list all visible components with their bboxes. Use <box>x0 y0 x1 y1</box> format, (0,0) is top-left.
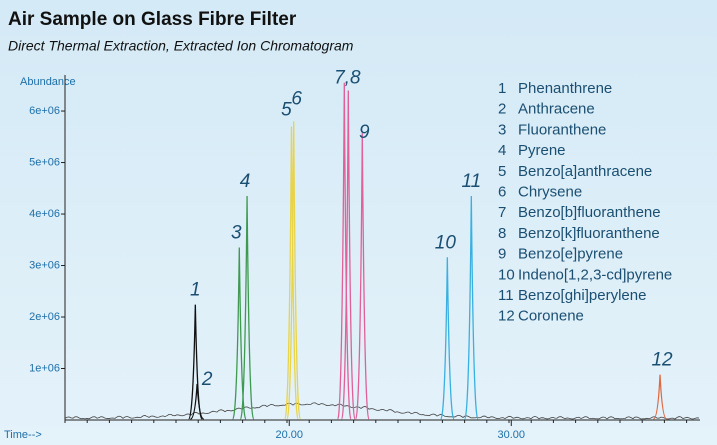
legend-number: 12 <box>498 308 515 325</box>
legend-number: 1 <box>498 80 506 97</box>
peak <box>341 90 356 420</box>
peak <box>239 196 255 420</box>
legend-name: Benzo[a]anthracene <box>518 163 652 180</box>
peak-label: 9 <box>359 122 370 143</box>
y-tick-label: 3e+06 <box>29 259 60 271</box>
peak <box>286 121 301 420</box>
legend-name: Phenanthrene <box>518 80 612 97</box>
legend-number: 3 <box>498 121 506 138</box>
peak <box>284 126 299 420</box>
legend-number: 6 <box>498 183 506 200</box>
x-axis-label: Time--> <box>4 429 42 441</box>
chart-title: Air Sample on Glass Fibre Filter <box>8 9 297 30</box>
legend-number: 7 <box>498 204 506 221</box>
peak-label: 4 <box>240 171 251 192</box>
peak <box>337 82 352 420</box>
legend-number: 11 <box>498 287 514 304</box>
legend-name: Benzo[k]fluoranthene <box>518 225 660 242</box>
peak <box>464 196 479 420</box>
legend-name: Benzo[ghi]perylene <box>518 287 646 304</box>
peak-label: 3 <box>231 223 242 244</box>
legend-name: Anthracene <box>518 101 595 118</box>
legend-number: 8 <box>498 225 506 242</box>
y-tick-label: 2e+06 <box>29 311 60 323</box>
legend-name: Chrysene <box>518 183 582 200</box>
legend-number: 5 <box>498 163 506 180</box>
legend-name: Fluoranthene <box>518 121 606 138</box>
legend-number: 10 <box>498 266 515 283</box>
y-tick-label: 1e+06 <box>29 362 60 374</box>
peak-label: 11 <box>461 171 481 192</box>
legend-name: Benzo[e]pyrene <box>518 246 623 263</box>
chart-subtitle: Direct Thermal Extraction, Extracted Ion… <box>8 38 354 54</box>
peak <box>232 247 247 420</box>
legend-name: Pyrene <box>518 142 566 159</box>
peak-label: 5 <box>281 100 292 121</box>
baseline-noise <box>64 402 700 420</box>
peak-label: 2 <box>201 369 213 390</box>
peak-label: 1 <box>190 280 201 301</box>
peak-label: 7,8 <box>334 68 361 89</box>
y-tick-label: 6e+06 <box>29 105 60 117</box>
legend-number: 4 <box>498 142 506 159</box>
x-tick-label: 30.00 <box>498 429 526 441</box>
y-tick-label: 5e+06 <box>29 156 60 168</box>
legend-name: Benzo[b]fluoranthene <box>518 204 661 221</box>
legend-number: 9 <box>498 246 506 263</box>
y-tick-label: 4e+06 <box>29 208 60 220</box>
peak-label: 10 <box>435 232 457 253</box>
peak <box>355 133 370 420</box>
legend-name: Coronene <box>518 308 584 325</box>
legend-number: 2 <box>498 101 506 118</box>
peak <box>440 257 455 420</box>
peak-label: 6 <box>291 88 302 109</box>
y-axis-label: Abundance <box>20 76 76 88</box>
legend-name: Indeno[1,2,3-cd]pyrene <box>518 266 672 283</box>
x-tick-label: 20.00 <box>275 429 303 441</box>
peak <box>653 374 667 420</box>
peak <box>190 383 204 420</box>
peak-label: 12 <box>651 350 673 371</box>
